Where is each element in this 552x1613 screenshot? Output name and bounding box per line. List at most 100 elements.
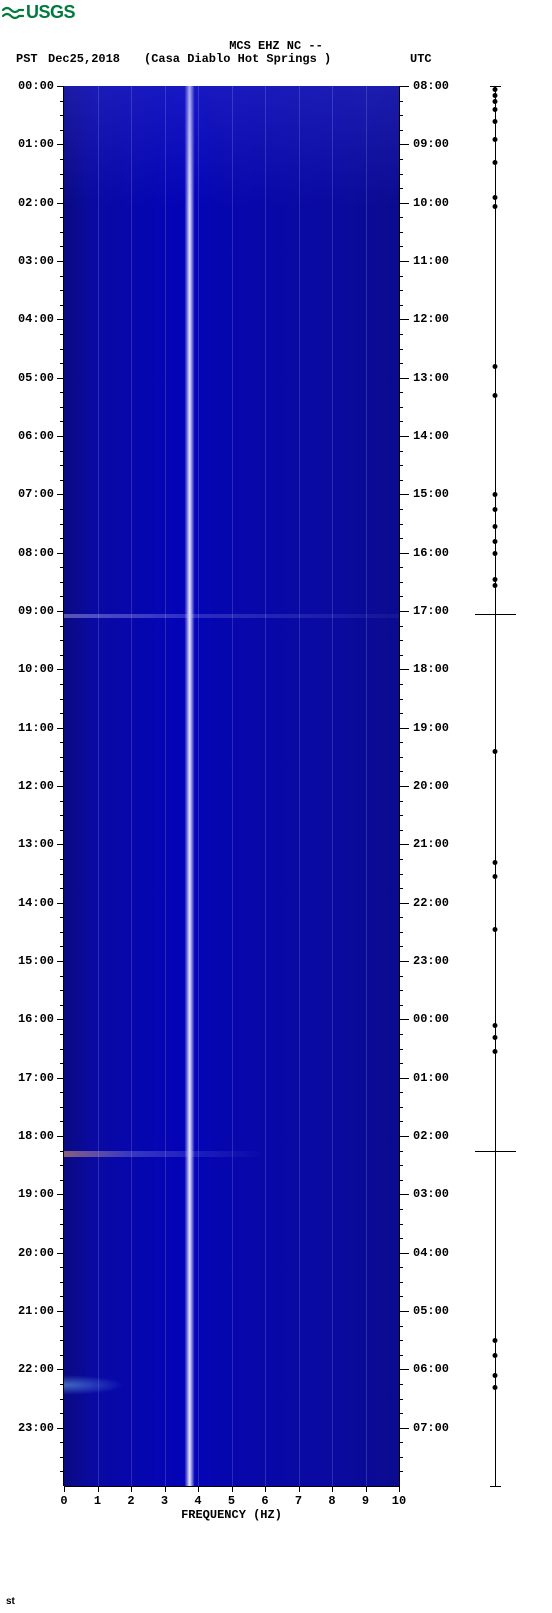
x-axis: FREQUENCY (HZ) 012345678910 (64, 1486, 399, 1526)
side-trace-dot (493, 1049, 498, 1054)
y-left-tick (57, 1078, 64, 1079)
side-trace-dot (493, 927, 498, 932)
y-right-minor-tick (399, 932, 403, 933)
x-tick (366, 1486, 367, 1492)
y-left-label: 06:00 (18, 429, 54, 443)
y-left-minor-tick (60, 451, 64, 452)
x-tick (299, 1486, 300, 1492)
y-left-minor-tick (60, 188, 64, 189)
y-left-minor-tick (60, 1340, 64, 1341)
y-right-minor-tick (399, 159, 403, 160)
y-left-tick (57, 1369, 64, 1370)
footer-mark: st (6, 1596, 15, 1607)
y-left-minor-tick (60, 757, 64, 758)
y-left-minor-tick (60, 1457, 64, 1458)
y-left-minor-tick (60, 976, 64, 977)
y-left-minor-tick (60, 888, 64, 889)
y-right-minor-tick (399, 1209, 403, 1210)
y-left-tick (57, 611, 64, 612)
side-trace-dot (493, 539, 498, 544)
y-left-minor-tick (60, 917, 64, 918)
side-trace-dot (493, 1373, 498, 1378)
y-right-minor-tick (399, 1282, 403, 1283)
side-trace-dot (493, 1353, 498, 1358)
x-tick (165, 1486, 166, 1492)
y-right-minor-tick (399, 874, 403, 875)
y-right-tick (399, 203, 409, 204)
y-right-tick (399, 144, 409, 145)
y-left-minor-tick (60, 567, 64, 568)
y-right-tick (399, 844, 409, 845)
y-left-minor-tick (60, 276, 64, 277)
y-left-minor-tick (60, 771, 64, 772)
y-right-minor-tick (399, 524, 403, 525)
y-left-minor-tick (60, 246, 64, 247)
y-left-minor-tick (60, 1238, 64, 1239)
side-trace-cap (490, 1486, 501, 1487)
spectrogram-gridline (265, 86, 266, 1486)
y-right-label: 22:00 (413, 896, 449, 910)
x-tick-label: 7 (295, 1494, 302, 1508)
y-right-minor-tick (399, 771, 403, 772)
side-trace-dot (493, 195, 498, 200)
y-right-minor-tick (399, 742, 403, 743)
y-right-minor-tick (399, 509, 403, 510)
y-left-label: 04:00 (18, 312, 54, 326)
y-left-tick (57, 203, 64, 204)
y-right-label: 02:00 (413, 1129, 449, 1143)
y-right-minor-tick (399, 801, 403, 802)
y-right-minor-tick (399, 276, 403, 277)
y-left-minor-tick (60, 1034, 64, 1035)
y-right-minor-tick (399, 1399, 403, 1400)
side-trace-dot (493, 364, 498, 369)
y-right-tick (399, 1078, 409, 1079)
y-left-minor-tick (60, 334, 64, 335)
y-right-minor-tick (399, 567, 403, 568)
y-right-minor-tick (399, 1107, 403, 1108)
y-right-tick (399, 728, 409, 729)
y-right-label: 14:00 (413, 429, 449, 443)
side-trace-dot (493, 860, 498, 865)
y-left-tick (57, 1136, 64, 1137)
x-tick-label: 9 (362, 1494, 369, 1508)
y-left-label: 21:00 (18, 1304, 54, 1318)
y-right-tick (399, 494, 409, 495)
side-trace-dot (493, 749, 498, 754)
side-trace-dot (493, 874, 498, 879)
y-left-minor-tick (60, 1121, 64, 1122)
y-left-minor-tick (60, 174, 64, 175)
y-right-tick (399, 378, 409, 379)
y-left-label: 11:00 (18, 721, 54, 735)
side-trace-spike (475, 1151, 516, 1152)
y-left-minor-tick (60, 509, 64, 510)
side-trace-dot (493, 583, 498, 588)
y-left-minor-tick (60, 101, 64, 102)
y-left-minor-tick (60, 626, 64, 627)
y-right-label: 04:00 (413, 1246, 449, 1260)
y-left-tick (57, 903, 64, 904)
y-right-tick (399, 553, 409, 554)
y-left-minor-tick (60, 392, 64, 393)
y-right-label: 21:00 (413, 837, 449, 851)
y-axis-right-utc: 08:0009:0010:0011:0012:0013:0014:0015:00… (399, 86, 469, 1486)
x-tick (198, 1486, 199, 1492)
y-right-minor-tick (399, 626, 403, 627)
spectrogram-gridline (198, 86, 199, 1486)
y-right-minor-tick (399, 582, 403, 583)
y-right-label: 13:00 (413, 371, 449, 385)
side-trace-dot (493, 507, 498, 512)
y-right-minor-tick (399, 1355, 403, 1356)
y-left-minor-tick (60, 1267, 64, 1268)
y-left-tick (57, 144, 64, 145)
y-left-label: 19:00 (18, 1187, 54, 1201)
side-trace-dot (493, 107, 498, 112)
y-right-minor-tick (399, 1340, 403, 1341)
x-tick-label: 6 (261, 1494, 268, 1508)
y-left-minor-tick (60, 1224, 64, 1225)
y-right-label: 09:00 (413, 137, 449, 151)
y-right-minor-tick (399, 990, 403, 991)
y-right-minor-tick (399, 1457, 403, 1458)
side-trace-dot (493, 204, 498, 209)
header-tz-right: UTC (410, 52, 432, 66)
y-right-tick (399, 669, 409, 670)
